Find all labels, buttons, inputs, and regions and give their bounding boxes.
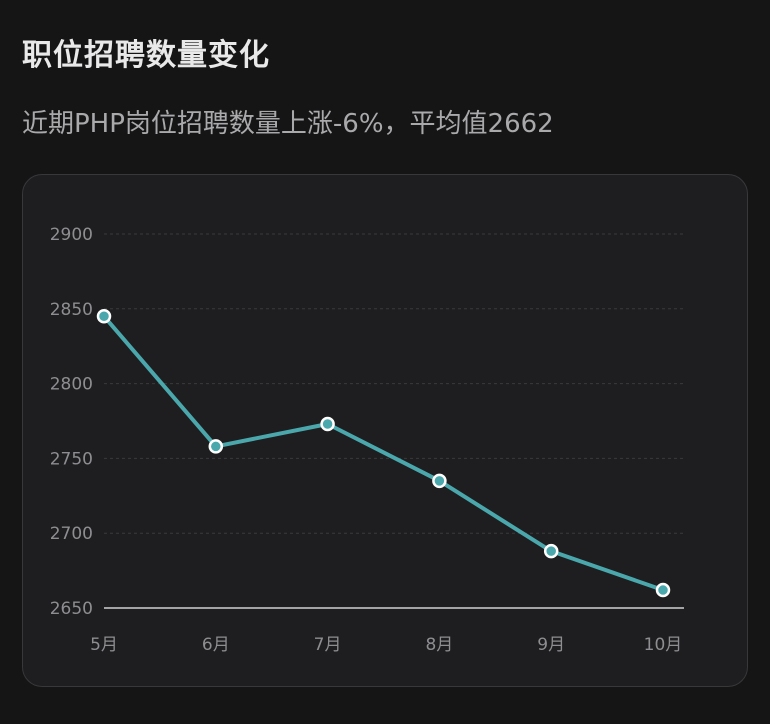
x-tick-label: 7月	[314, 635, 342, 655]
x-tick-label: 9月	[537, 635, 565, 655]
series-line	[102, 314, 665, 593]
x-tick-label: 10月	[644, 635, 683, 655]
page-subtitle: 近期PHP岗位招聘数量上涨-6%，平均值2662	[22, 109, 554, 139]
y-tick-label: 2650	[50, 599, 93, 619]
y-tick-label: 2900	[50, 225, 93, 245]
y-axis-ticks: 2650 2700 2750 2800 2850 2900	[50, 225, 93, 619]
data-point	[655, 582, 671, 598]
y-tick-label: 2700	[50, 524, 93, 544]
grid-lines	[104, 233, 684, 609]
x-tick-label: 8月	[425, 635, 453, 655]
x-axis-ticks: 5月 6月 7月 8月 9月 10月	[90, 635, 682, 655]
y-tick-label: 2750	[50, 449, 93, 469]
y-tick-label: 2800	[50, 375, 93, 395]
data-points	[96, 309, 671, 598]
data-point	[320, 416, 335, 432]
data-point	[96, 309, 112, 324]
data-point	[432, 473, 447, 489]
x-tick-label: 6月	[202, 635, 230, 655]
data-point	[208, 439, 224, 454]
y-tick-label: 2850	[50, 300, 93, 320]
series	[102, 314, 665, 593]
page-title: 职位招聘数量变化	[22, 38, 270, 73]
chart-card	[22, 174, 748, 687]
data-point	[543, 543, 559, 559]
x-tick-label: 5月	[90, 635, 118, 655]
